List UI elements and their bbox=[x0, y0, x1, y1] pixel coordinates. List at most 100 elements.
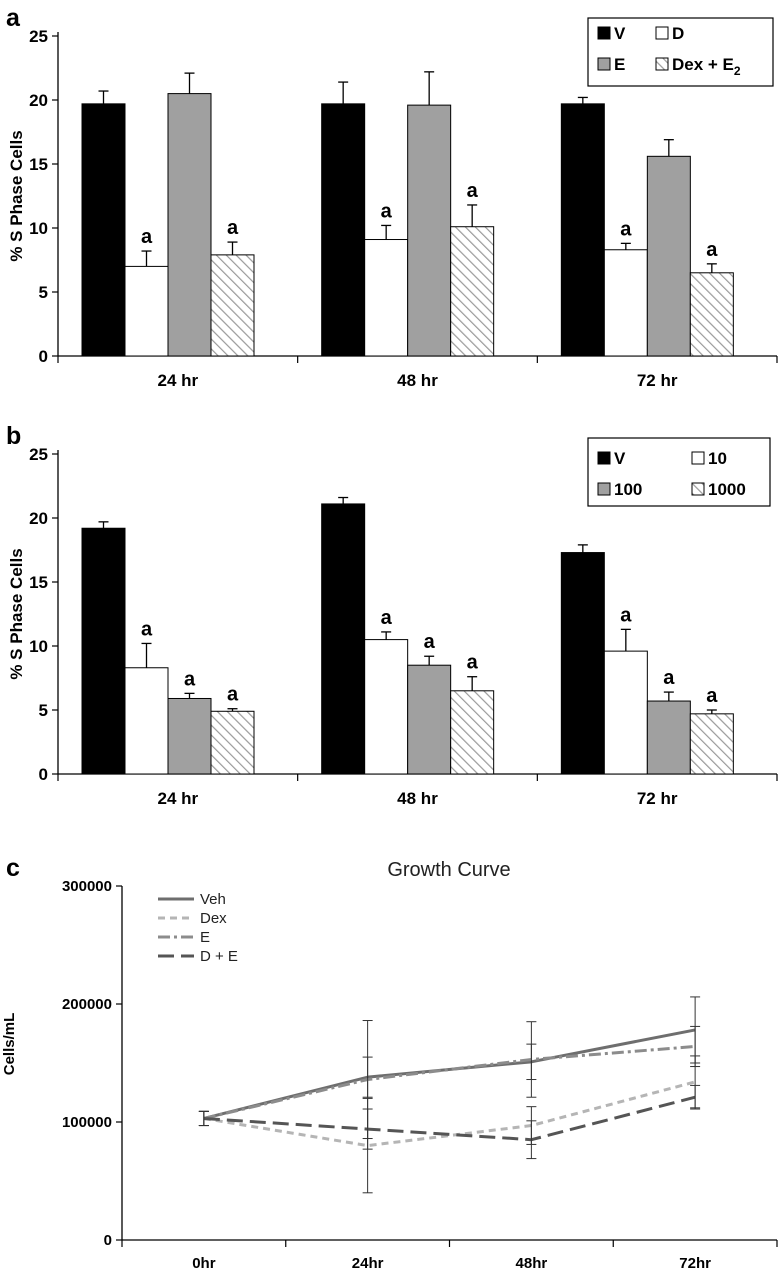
panel-a-bar bbox=[81, 103, 126, 357]
panel-b-significance-label: a bbox=[381, 607, 393, 629]
panel-a-legend-label-d: D bbox=[672, 24, 684, 43]
panel-c-series-line-dex bbox=[203, 1080, 696, 1148]
panel-a-legend-box bbox=[587, 17, 774, 87]
panel-c-line-chart: c Growth Curve Cells/mL 0 100000 200000 300… bbox=[1, 854, 778, 1272]
panel-a-legend: V D E Dex + E2 bbox=[587, 17, 774, 87]
panel-a-legend-label-dex-e2: Dex + E2 bbox=[672, 55, 741, 78]
panel-b-bar bbox=[689, 713, 734, 775]
panel-b-bar bbox=[167, 697, 212, 775]
panel-b-bar bbox=[210, 710, 255, 775]
panel-a-y-tick-label: 0 bbox=[39, 347, 48, 366]
panel-b-bar bbox=[81, 527, 126, 775]
panel-b-legend-label-10: 10 bbox=[708, 449, 727, 468]
panel-a-bar bbox=[210, 254, 255, 357]
panel-b-bar bbox=[450, 690, 495, 775]
panel-a-significance-label: a bbox=[620, 218, 632, 240]
panel-a-x-tick-label: 24 hr bbox=[158, 371, 199, 390]
panel-b-x-tick-label: 48 hr bbox=[397, 789, 438, 808]
panel-c-legend-label-veh: Veh bbox=[200, 891, 226, 908]
panel-a-bar bbox=[603, 249, 648, 357]
panel-b-y-tick-label: 0 bbox=[39, 765, 48, 784]
panel-c-series-line-veh bbox=[203, 1028, 696, 1120]
panel-c-y-tick-label: 100000 bbox=[62, 1114, 112, 1131]
panel-b-legend-swatch-1000 bbox=[691, 482, 705, 496]
panel-c-legend-label-e: E bbox=[200, 929, 210, 946]
panel-a-legend-swatch-v bbox=[597, 26, 611, 40]
panel-b-legend-label-100: 100 bbox=[614, 480, 642, 499]
panel-c-legend: Veh Dex E D + E bbox=[158, 891, 238, 965]
panel-a-bar bbox=[407, 104, 452, 357]
panel-c-x-tick-label: 24hr bbox=[352, 1255, 384, 1272]
panel-b-y-axis-label: % S Phase Cells bbox=[7, 548, 26, 679]
panel-a-bar bbox=[167, 93, 212, 357]
panel-b-letter: b bbox=[6, 422, 21, 450]
panel-c-y-tick-label: 300000 bbox=[62, 878, 112, 895]
panel-a-letter: a bbox=[6, 4, 21, 32]
panel-a-legend-swatch-e bbox=[597, 57, 611, 71]
panel-b-legend-label-1000: 1000 bbox=[708, 480, 746, 499]
panel-b-significance-label: a bbox=[184, 668, 196, 690]
panel-a-y-tick-label: 5 bbox=[39, 283, 48, 302]
panel-a-legend-label-e: E bbox=[614, 55, 625, 74]
panel-a-significance-label: a bbox=[706, 239, 718, 261]
panel-b-y-tick-label: 20 bbox=[29, 509, 48, 528]
panel-b-legend-swatch-10 bbox=[691, 451, 705, 465]
panel-c-y-tick-label: 0 bbox=[104, 1232, 112, 1249]
panel-b-bar bbox=[124, 667, 169, 775]
panel-b-bar bbox=[321, 503, 366, 775]
panel-a-y-tick-label: 10 bbox=[29, 219, 48, 238]
panel-c-legend-label-d-e: D + E bbox=[200, 948, 238, 965]
panel-b-significance-label: a bbox=[227, 684, 239, 706]
panel-b-significance-label: a bbox=[141, 618, 153, 640]
panel-a-significance-label: a bbox=[381, 200, 393, 222]
panel-b-significance-label: a bbox=[706, 685, 718, 707]
panel-a-y-tick-label: 20 bbox=[29, 91, 48, 110]
panel-a-legend-swatch-d bbox=[655, 26, 669, 40]
panel-a-y-tick-label: 25 bbox=[29, 27, 48, 46]
panel-b-legend: V 10 100 1000 bbox=[587, 437, 771, 507]
panel-a-legend-label-v: V bbox=[614, 24, 626, 43]
panel-a-legend-subscript: 2 bbox=[734, 64, 741, 78]
panel-a-significance-label: a bbox=[467, 180, 479, 202]
panel-b-bar-chart: b % S Phase Cells 0 5 10 15 20 25 24 hr a a a 48 h… bbox=[6, 422, 778, 808]
panel-b-legend-box bbox=[587, 437, 771, 507]
panel-b-x-tick-label: 24 hr bbox=[158, 789, 199, 808]
panel-a-legend-swatch-dex-e2 bbox=[655, 57, 669, 71]
panel-a-bar bbox=[560, 103, 605, 357]
panel-b-legend-swatch-v bbox=[597, 451, 611, 465]
panel-c-series-line-e bbox=[203, 1044, 696, 1120]
panel-b-bar bbox=[364, 639, 409, 775]
panel-c-letter: c bbox=[6, 854, 20, 882]
panel-a-legend-label-dex-e: Dex + E bbox=[672, 55, 734, 74]
panel-c-x-tick-label: 72hr bbox=[679, 1255, 711, 1272]
panel-b-y-tick-label: 10 bbox=[29, 637, 48, 656]
panel-b-significance-label: a bbox=[424, 631, 436, 653]
panel-c-y-axis-label: Cells/mL bbox=[1, 1013, 18, 1076]
panel-a-significance-label: a bbox=[227, 217, 239, 239]
panel-a-bar bbox=[689, 272, 734, 357]
panel-c-legend-label-dex: Dex bbox=[200, 910, 227, 927]
panel-a-bar bbox=[364, 239, 409, 357]
panel-a-y-axis-label: % S Phase Cells bbox=[7, 130, 26, 261]
panel-a-x-tick-label: 48 hr bbox=[397, 371, 438, 390]
panel-a-significance-label: a bbox=[141, 226, 153, 248]
panel-a-bar bbox=[321, 103, 366, 357]
panel-a-x-tick-label: 72 hr bbox=[637, 371, 678, 390]
panel-a-y-tick-label: 15 bbox=[29, 155, 48, 174]
panel-b-y-tick-label: 15 bbox=[29, 573, 48, 592]
panel-b-significance-label: a bbox=[467, 652, 479, 674]
panel-c-x-tick-label: 48hr bbox=[516, 1255, 548, 1272]
panel-b-plot-area: 0 5 10 15 20 25 24 hr a a a 48 hr a a a 72 hr a a a bbox=[29, 445, 778, 808]
panel-b-legend-swatch-100 bbox=[597, 482, 611, 496]
panel-b-y-tick-label: 5 bbox=[39, 701, 48, 720]
panel-a-plot-area: 0 5 10 15 20 25 24 hr a a 48 hr a a 72 hr a a bbox=[29, 27, 778, 390]
panel-b-significance-label: a bbox=[663, 667, 675, 689]
panel-c-series-line-d-e bbox=[203, 1095, 696, 1142]
panel-a-bar bbox=[450, 226, 495, 357]
panel-b-bar bbox=[407, 664, 452, 775]
panel-b-legend-label-v: V bbox=[614, 449, 626, 468]
panel-c-y-tick-label: 200000 bbox=[62, 996, 112, 1013]
panel-c-title: Growth Curve bbox=[387, 859, 510, 881]
